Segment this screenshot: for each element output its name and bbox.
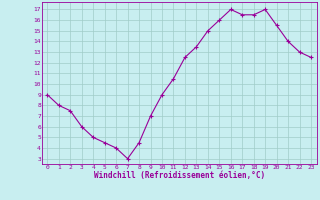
X-axis label: Windchill (Refroidissement éolien,°C): Windchill (Refroidissement éolien,°C) bbox=[94, 171, 265, 180]
